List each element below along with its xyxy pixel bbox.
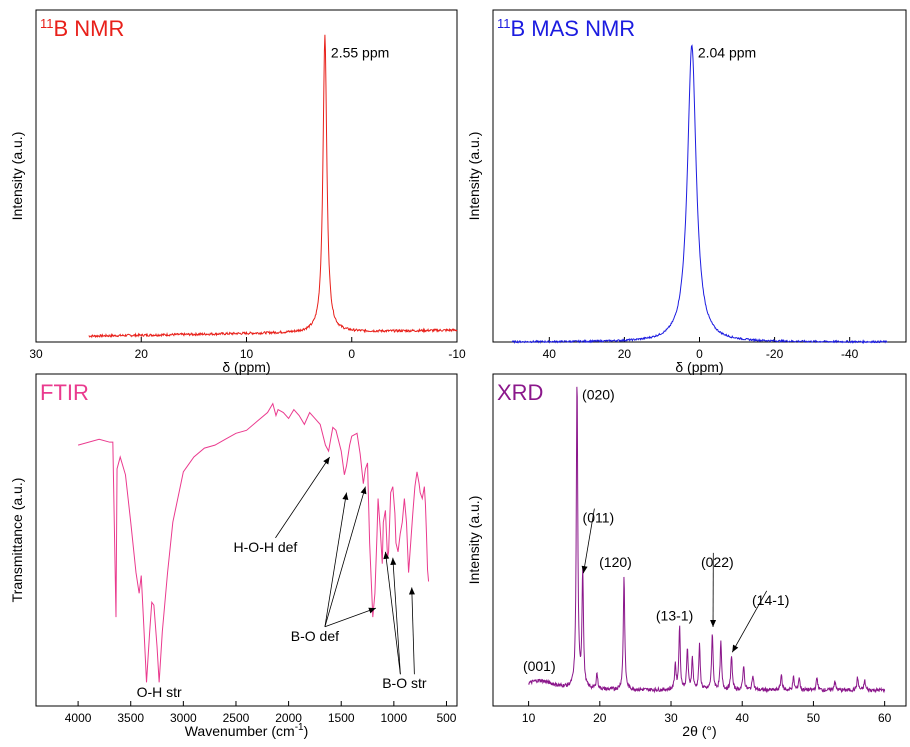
x-tick-label: 2500 [223,711,250,725]
annotation-label: B-O str [382,675,427,691]
annotation-label: (13-1) [656,608,693,624]
x-tick-label: 2000 [275,711,302,725]
arrow-head [732,644,739,653]
peak-label: 2.55 ppm [331,45,389,61]
x-tick-label: 10 [240,347,254,361]
plot-frame [35,9,458,343]
arrow-head [360,486,367,495]
x-axis-label: Wavenumber (cm-1) [185,722,309,739]
annotation-arrow [324,492,347,627]
x-tick-label: -40 [841,347,859,361]
arrow-head [383,551,390,560]
x-tick-label: 20 [593,711,607,725]
series-line [511,44,888,345]
plot-frame [492,373,907,707]
plot-frame [35,373,458,707]
annotation-arrow [324,486,366,627]
chart-title: XRD [497,380,543,405]
x-tick-label: 1500 [328,711,355,725]
chart-title: FTIR [40,380,89,405]
annotation-arrow [583,508,595,574]
x-tick-label: 50 [807,711,821,725]
x-axis-label: δ (ppm) [222,359,270,375]
series-line [77,402,430,683]
x-axis-label: δ (ppm) [675,359,723,375]
y-axis-label: Transmittance (a.u.) [9,478,25,603]
y-axis-label: Intensity (a.u.) [466,496,482,585]
x-tick-label: 10 [522,711,536,725]
x-tick-label: 30 [664,711,678,725]
chart-panel-3: 4000 3500 3000 2500 2000 1500 1000 500 Wavenumbe… [9,373,458,739]
x-tick-label: 0 [696,347,703,361]
x-tick-label: 4000 [65,711,92,725]
x-tick-label: 20 [618,347,632,361]
annotation-arrow [411,587,415,675]
peak-label: 2.04 ppm [698,45,756,61]
x-tick-label: 3000 [170,711,197,725]
series-line [88,34,458,339]
annotation-label: B-O def [291,628,339,644]
chart-panel-1: 30 20 10 0 -10 δ (ppm) Intensity (a.u.) 11B NMR… [9,9,466,375]
x-tick-label: -10 [448,347,466,361]
annotation-label: (001) [523,658,556,674]
x-tick-label: 1000 [380,711,407,725]
x-axis-label: 2θ (°) [682,723,716,739]
arrow-head [342,492,349,500]
annotation-label: O-H str [137,684,182,700]
arrow-head [368,607,376,614]
arrow-head [581,565,588,574]
x-tick-label: 500 [436,711,456,725]
x-tick-label: 0 [348,347,355,361]
annotation-label: (011) [583,510,615,526]
x-tick-label: 30 [29,347,43,361]
chart-title: 11B MAS NMR [497,16,635,41]
annotation-arrow [324,607,377,628]
annotation-label: (14-1) [752,592,789,608]
annotation-arrow [275,456,330,539]
arrow-head [390,557,397,565]
annotation-label: (022) [701,554,734,570]
arrow-head [408,587,415,595]
annotation-label: H-O-H def [234,539,298,555]
annotation-arrow [731,590,768,653]
arrow-head [710,619,717,627]
annotation-arrow [385,551,401,675]
y-axis-label: Intensity (a.u.) [9,132,25,221]
annotation-arrow [392,557,401,675]
x-tick-label: 40 [736,711,750,725]
x-tick-label: -20 [766,347,784,361]
x-tick-label: 60 [878,711,892,725]
chart-title: 11B NMR [40,16,124,41]
chart-panel-4: 10 20 30 40 50 60 2θ (°) Intensity (a.u.) XRD (00… [466,373,907,739]
annotation-label: (120) [599,554,632,570]
x-tick-label: 40 [543,347,557,361]
series-line [528,386,886,694]
annotation-label: (020) [582,386,615,402]
chart-panel-2: 40 20 0 -20 -40 δ (ppm) Intensity (a.u.) 11B MA… [466,9,907,375]
arrow-head [323,457,330,465]
y-axis-label: Intensity (a.u.) [466,132,482,221]
x-tick-label: 3500 [117,711,144,725]
x-tick-label: 20 [135,347,149,361]
